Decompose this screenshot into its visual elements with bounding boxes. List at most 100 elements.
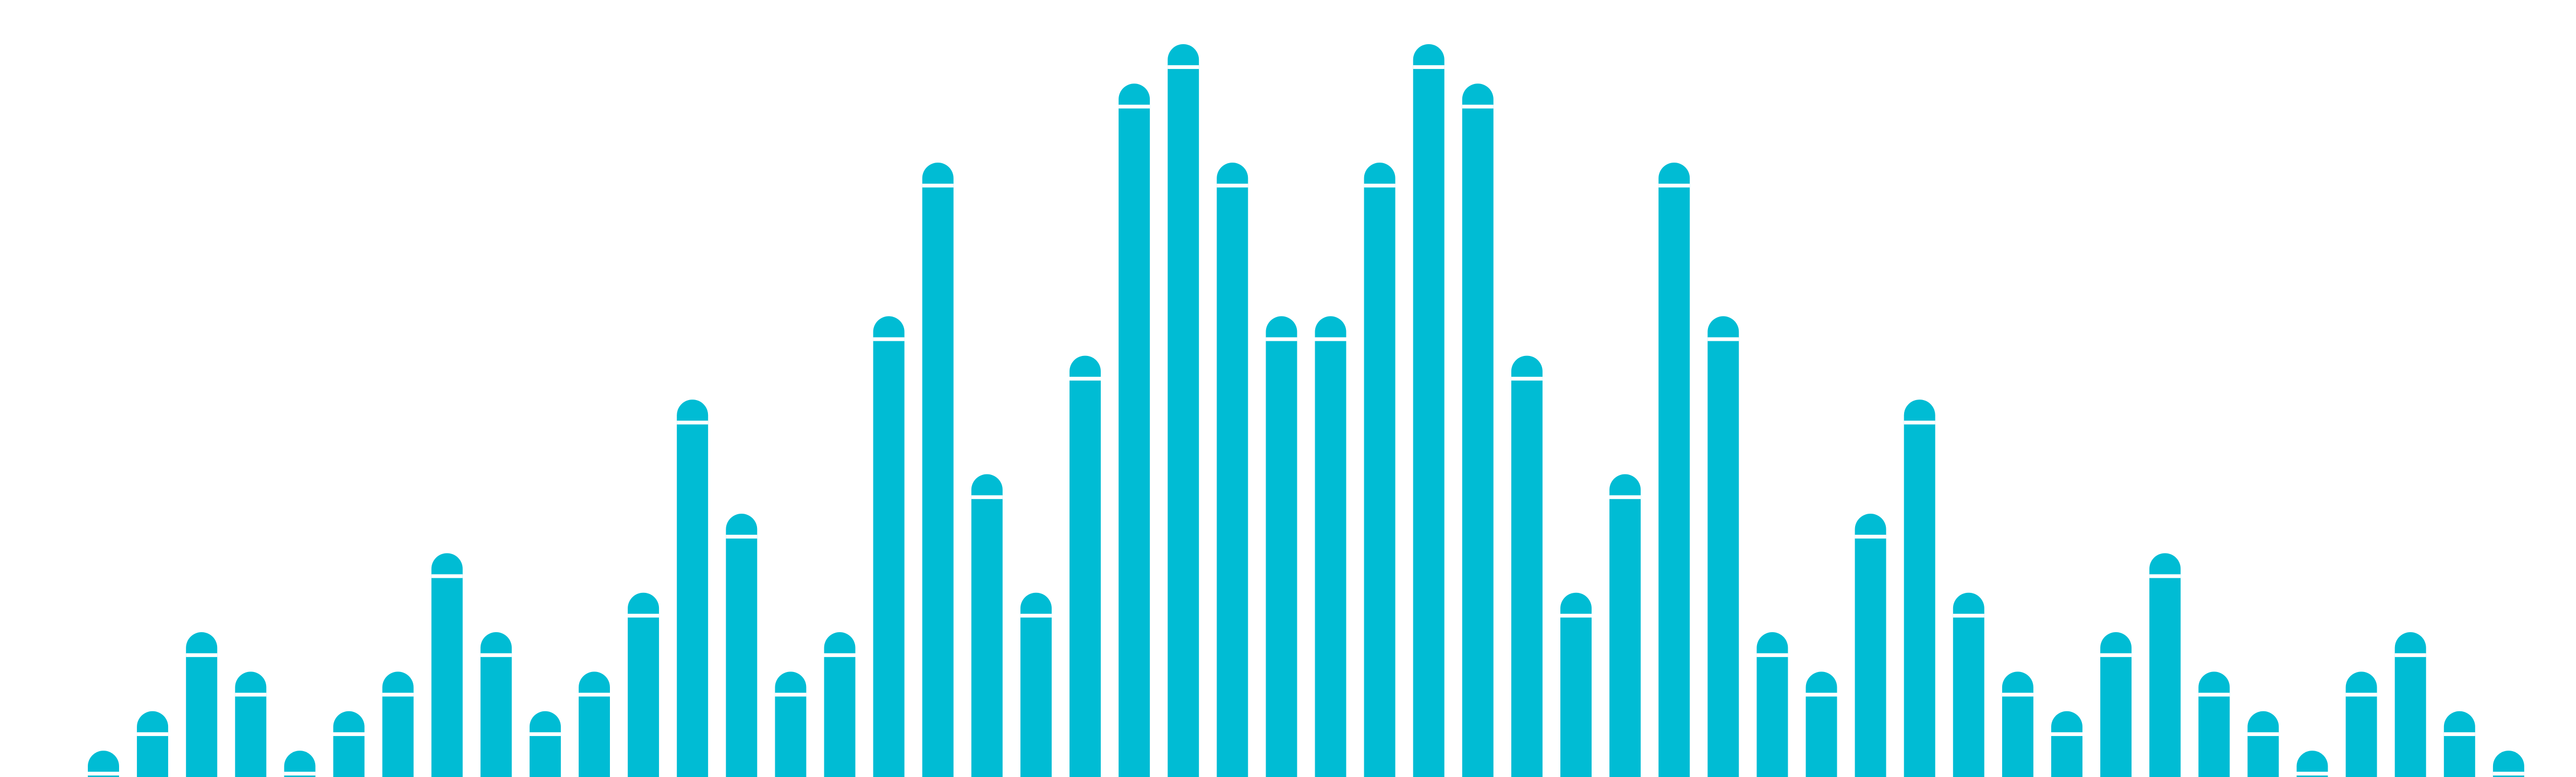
waveform-bar [284,751,316,777]
waveform-bar-cap-gap [677,421,709,425]
waveform-bar-cap-gap [1658,184,1690,188]
waveform-bar [1217,163,1248,777]
waveform-bar-cap-gap [529,732,561,736]
waveform-bar [922,163,954,777]
waveform-bar-cap-gap [1609,495,1641,499]
waveform-bar-cap-gap [1707,337,1739,341]
waveform-bar-cap-gap [628,613,659,618]
waveform-bar [1855,514,1886,777]
waveform-bar [873,316,905,777]
waveform-bar-cap-gap [1806,692,1837,697]
waveform-bar-cap-gap [1462,104,1494,109]
waveform-bar-cap-gap [2051,732,2082,736]
waveform-bar [235,671,267,777]
waveform-bar [726,514,758,777]
waveform-bar [1070,355,1101,777]
waveform-bar-cap-gap [1756,653,1788,657]
waveform-bar [333,711,365,777]
waveform-bar [2345,671,2377,777]
waveform-bar [775,671,807,777]
waveform-bar-cap-gap [284,772,316,776]
waveform-bar-cap-gap [1020,613,1052,618]
waveform-bar-cap-gap [1119,104,1150,109]
waveform-bar [2492,751,2524,777]
waveform-bar-cap-gap [186,653,218,657]
waveform-bar-cap-gap [1217,184,1248,188]
waveform-bar-cap-gap [1315,337,1346,341]
waveform-bar-cap-gap [2394,653,2426,657]
waveform-bar [529,711,561,777]
waveform-bar [971,474,1003,777]
waveform-bar [579,671,610,777]
waveform-bar-cap-gap [88,772,119,776]
waveform-bar [1756,632,1788,777]
waveform-bar [1953,592,1984,777]
waveform-bar [1119,83,1150,777]
waveform-bar-cap-gap [873,337,905,341]
waveform-bar [824,632,856,777]
waveform-bar-cap-gap [2296,772,2328,776]
waveform-bar-cap-gap [1413,65,1445,69]
waveform-bar-cap-gap [1855,535,1886,539]
waveform-bar [1658,163,1690,777]
waveform-bar [88,751,119,777]
waveform-bar-cap-gap [726,535,758,539]
waveform-bar [1904,400,1935,777]
waveform-bar-cap-gap [1168,65,1199,69]
waveform-bar [677,400,709,777]
waveform-bar-cap-gap [382,692,414,697]
waveform-bar [186,632,218,777]
waveform-bar [382,671,414,777]
waveform-bar-cap-gap [824,653,856,657]
waveform-bar [2247,711,2279,777]
waveform-bar-cap-gap [579,692,610,697]
waveform-bar-cap-gap [1953,613,1984,618]
waveform-bar [1560,592,1592,777]
waveform-bar [2051,711,2082,777]
waveform-bar-cap-gap [2100,653,2132,657]
waveform-bar-cap-gap [1266,337,1297,341]
waveform-bar-cap-gap [1904,421,1935,425]
waveform-bar [480,632,512,777]
waveform-bar [2394,632,2426,777]
waveform-bar-cap-gap [971,495,1003,499]
waveform-bar [2296,751,2328,777]
waveform-bar [1511,355,1543,777]
waveform-bar [1364,163,1395,777]
waveform-bar-cap-gap [2443,732,2475,736]
waveform-bar [1266,316,1297,777]
waveform-bar-cap-gap [1560,613,1592,618]
waveform-bar [1168,44,1199,777]
waveform-bar [2198,671,2230,777]
waveform-bar-cap-gap [1070,376,1101,381]
waveform-bar [137,711,169,777]
waveform-bar [431,553,463,777]
waveform-bar [628,592,659,777]
waveform-bar-cap-gap [480,653,512,657]
waveform-bar-cap-gap [1511,376,1543,381]
waveform-bar [2443,711,2475,777]
waveform-bar [1020,592,1052,777]
waveform-bar-cap-gap [235,692,267,697]
waveform-bar [1315,316,1346,777]
waveform-bar [1462,83,1494,777]
waveform-bar [1413,44,1445,777]
waveform-bar-cap-gap [775,692,807,697]
waveform-bar [1707,316,1739,777]
waveform-bar [2149,553,2181,777]
waveform-bar-cap-gap [2198,692,2230,697]
waveform-bar-cap-gap [431,574,463,578]
waveform-bar-cap-gap [922,184,954,188]
waveform-bar [2002,671,2033,777]
waveform-bar-cap-gap [2345,692,2377,697]
waveform-bar-cap-gap [1364,184,1395,188]
waveform-bar-cap-gap [137,732,169,736]
waveform-bar-cap-gap [333,732,365,736]
waveform-bar [2100,632,2132,777]
waveform-bar-cap-gap [2149,574,2181,578]
waveform-bar-cap-gap [2002,692,2033,697]
waveform-bar-cap-gap [2247,732,2279,736]
waveform-bar [1609,474,1641,777]
